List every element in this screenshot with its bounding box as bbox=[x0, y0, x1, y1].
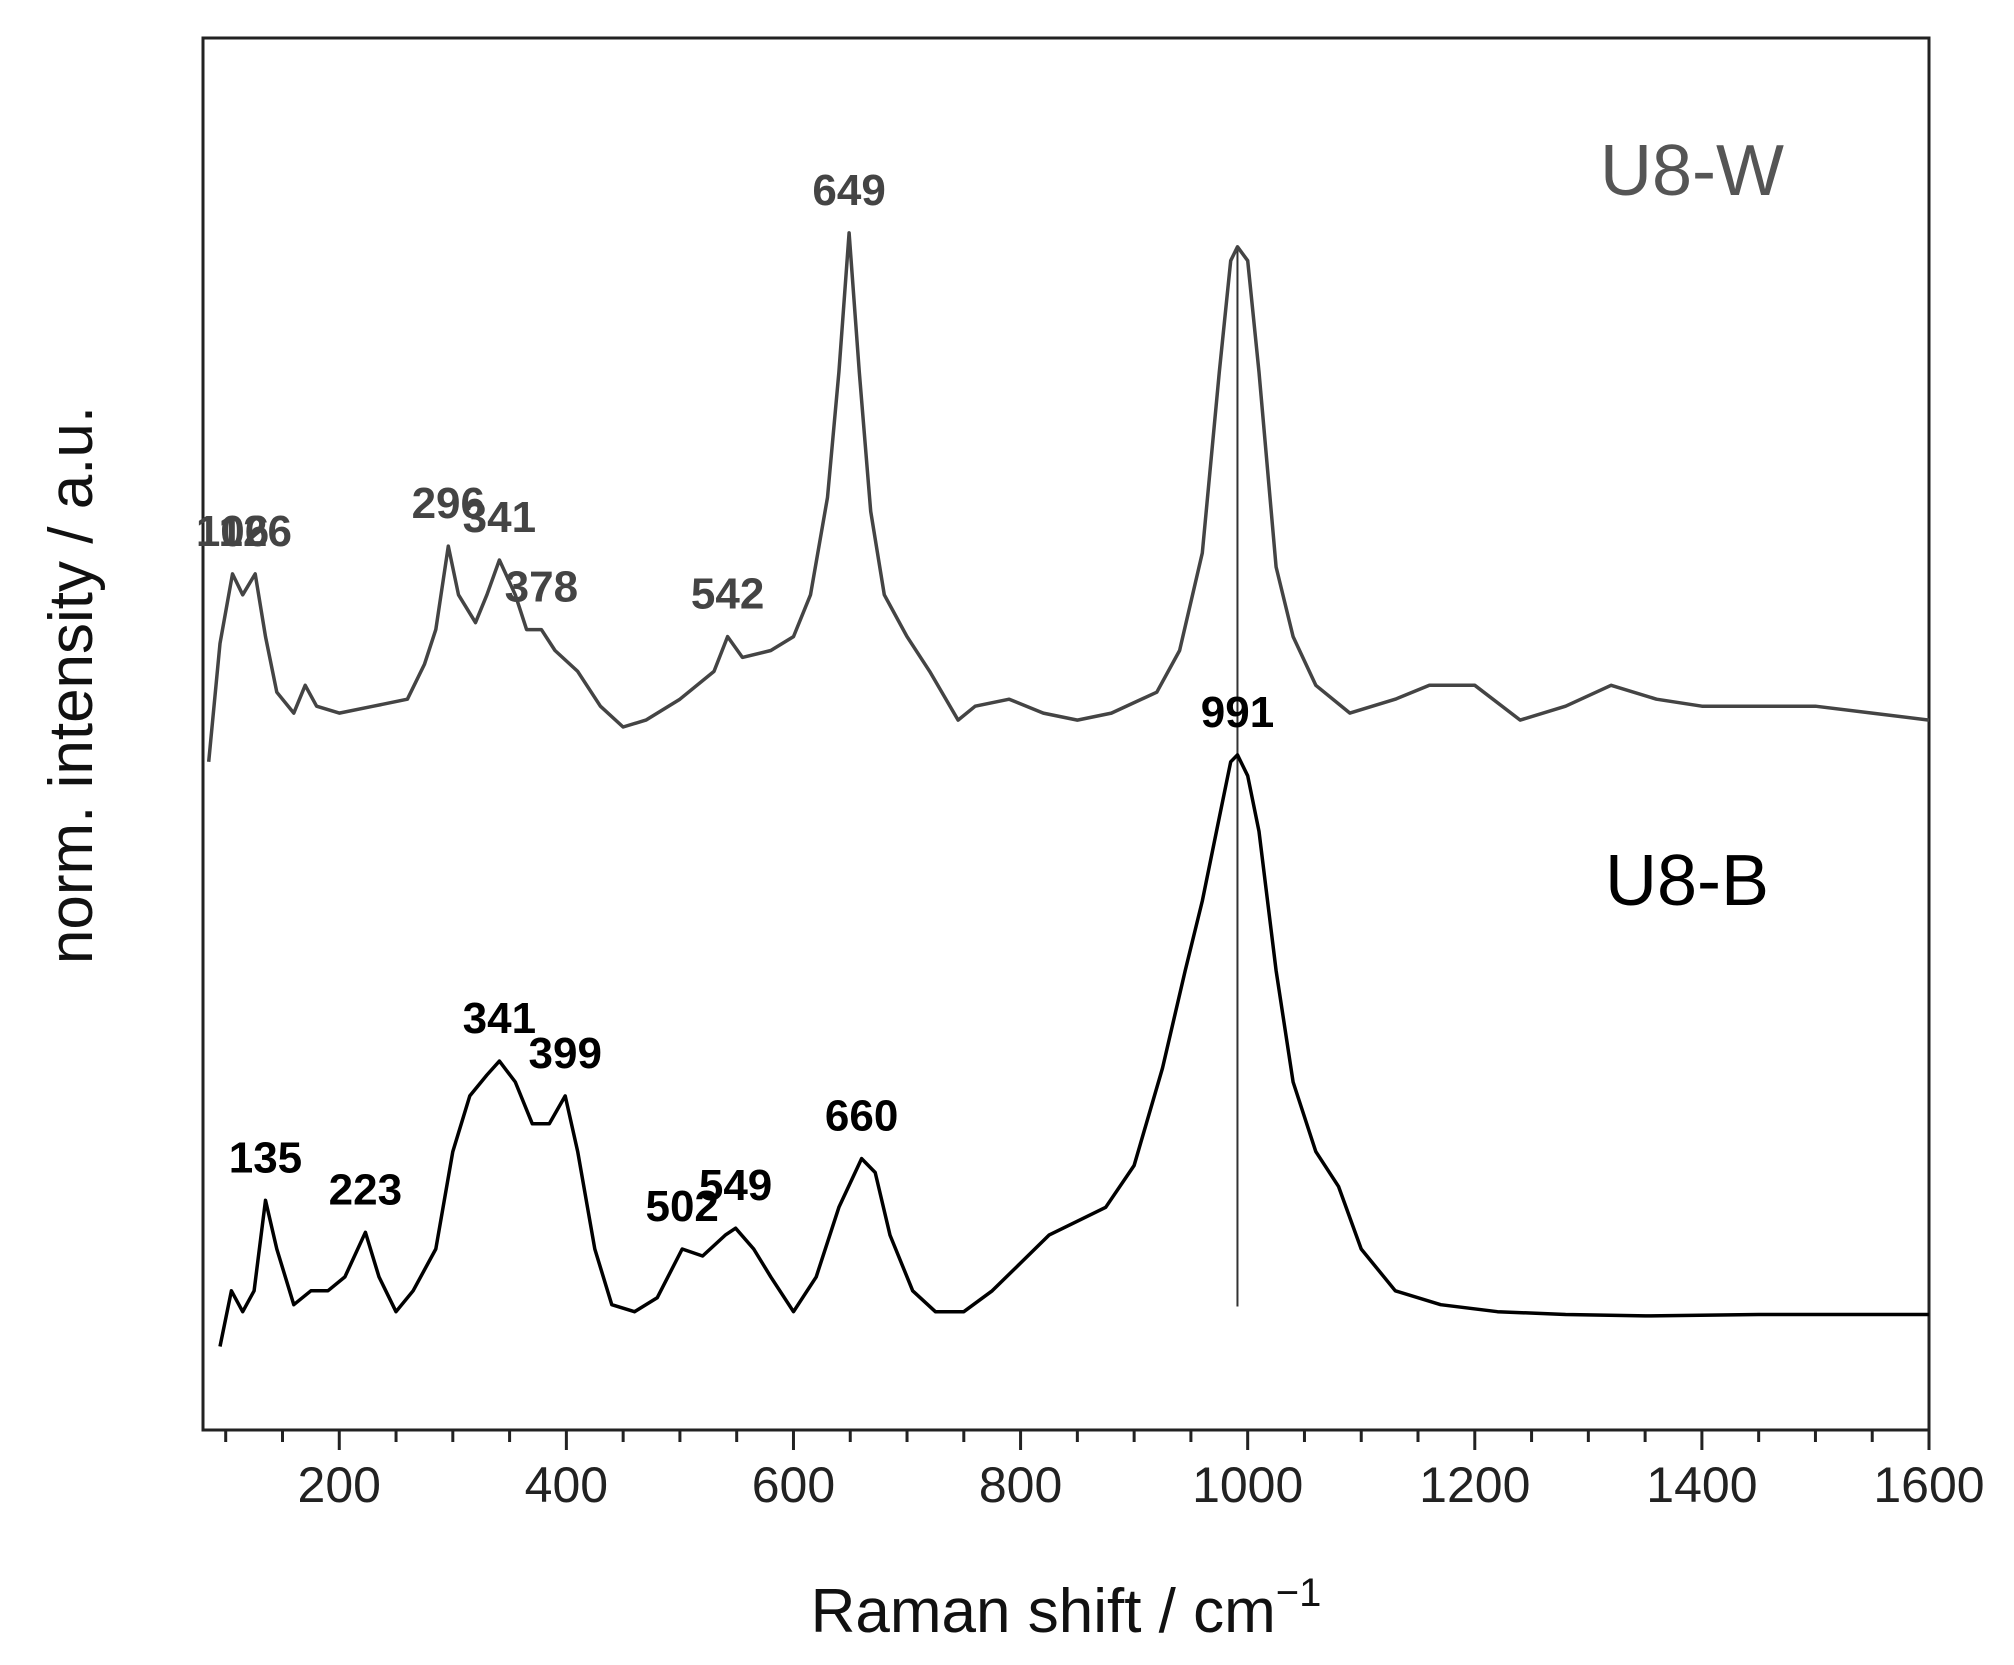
peak-label-u8-b-991: 991 bbox=[1201, 688, 1274, 737]
x-tick-label: 600 bbox=[752, 1457, 835, 1513]
x-tick-label: 400 bbox=[525, 1457, 608, 1513]
peak-label-u8-b-223: 223 bbox=[329, 1165, 402, 1214]
series-name-u8b: U8-B bbox=[1605, 841, 1769, 921]
y-axis-title: norm. intensity / a.u. bbox=[37, 406, 106, 964]
peak-label-u8-w-649: 649 bbox=[812, 166, 885, 215]
plot-frame bbox=[201, 36, 1931, 1432]
series-name-u8w: U8-W bbox=[1600, 131, 1784, 211]
peak-label-u8-w-126: 126 bbox=[219, 507, 292, 556]
peak-label-u8-w-542: 542 bbox=[691, 570, 764, 619]
peak-label-u8-b-660: 660 bbox=[825, 1092, 898, 1141]
x-tick-label: 200 bbox=[298, 1457, 381, 1513]
peak-label-u8-b-135: 135 bbox=[229, 1133, 302, 1182]
series-lines bbox=[206, 231, 1930, 1347]
series-line-u8-w bbox=[206, 231, 1930, 762]
peak-label-u8-w-378: 378 bbox=[505, 563, 578, 612]
peak-label-u8-b-341: 341 bbox=[463, 994, 536, 1043]
peak-label-u8-w-341: 341 bbox=[463, 493, 536, 542]
x-axis-ticks: 200 400 600 800 1000 1200 1400 1600 bbox=[224, 1430, 1985, 1513]
peak-label-u8-w-296: 296 bbox=[412, 479, 485, 528]
peak-label-u8-b-549: 549 bbox=[699, 1161, 772, 1210]
x-axis-title: Raman shift / cm−1 bbox=[811, 1571, 1322, 1646]
x-tick-label: 1200 bbox=[1419, 1457, 1530, 1513]
x-tick-label: 1400 bbox=[1646, 1457, 1757, 1513]
x-tick-label: 1600 bbox=[1873, 1457, 1984, 1513]
series-line-u8-b bbox=[218, 753, 1929, 1347]
x-tick-label: 800 bbox=[979, 1457, 1062, 1513]
peak-label-u8-b-502: 502 bbox=[645, 1182, 718, 1231]
peak-label-u8-b-399: 399 bbox=[529, 1029, 602, 1078]
peak-label-u8-w-106: 106 bbox=[196, 507, 269, 556]
x-tick-label: 1000 bbox=[1192, 1457, 1303, 1513]
